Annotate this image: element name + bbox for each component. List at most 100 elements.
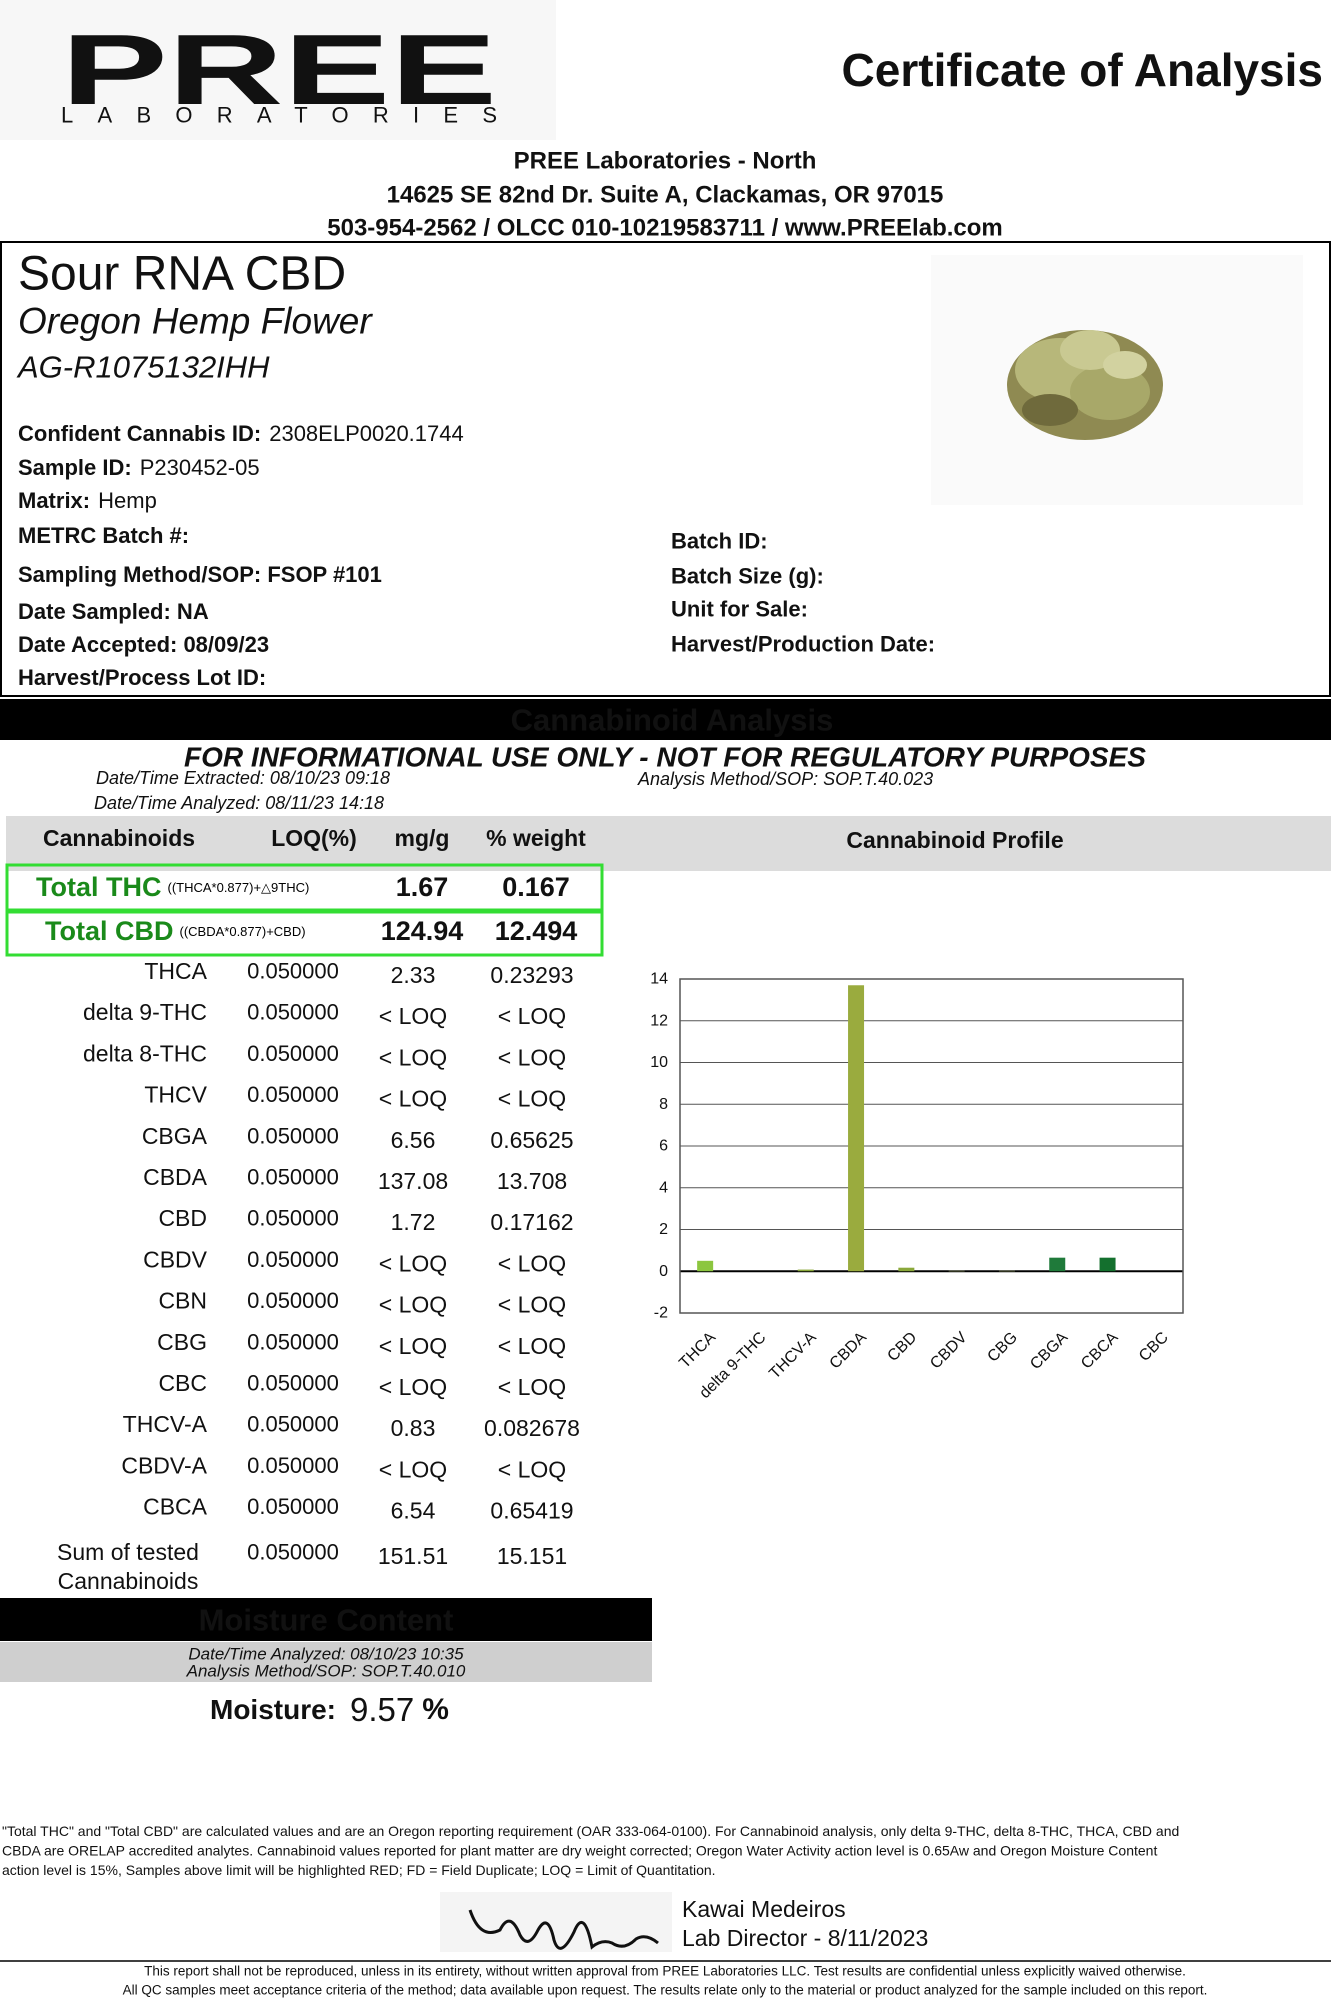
- analyte-mg: 137.08: [378, 1168, 448, 1194]
- sum-mg: 151.51: [378, 1543, 448, 1569]
- note-line: "Total THC" and "Total CBD" are calculat…: [2, 1823, 1179, 1839]
- field-label: Date Sampled: NA: [18, 599, 209, 624]
- doc-title: Certificate of Analysis: [842, 44, 1323, 96]
- total-thc-box: [5, 863, 604, 912]
- signer-role: Lab Director - 8/11/2023: [682, 1925, 928, 1951]
- total-name: Total THC: [36, 872, 161, 902]
- lab-address: 14625 SE 82nd Dr. Suite A, Clackamas, OR…: [387, 182, 944, 209]
- sample-field: Sample ID: P230452-05: [18, 455, 260, 480]
- analyte-weight: < LOQ: [498, 1003, 566, 1029]
- analyte-mg: < LOQ: [379, 1003, 447, 1029]
- analyte-loq: 0.050000: [247, 1123, 339, 1148]
- analysis-title: Cannabinoid Analysis: [511, 703, 834, 738]
- total-mg: 1.67: [396, 872, 449, 902]
- total-weight: 0.167: [502, 872, 570, 902]
- field-label: Date Accepted: 08/09/23: [18, 632, 269, 657]
- field-label: Sampling Method/SOP: FSOP #101: [18, 562, 382, 587]
- moisture-result: Moisture: 9.57%: [210, 1691, 449, 1728]
- analyte-mg: 2.33: [391, 962, 436, 988]
- column-header: % weight: [486, 825, 586, 851]
- analyte-weight: 0.65419: [490, 1498, 573, 1524]
- column-header: Cannabinoids: [43, 825, 195, 851]
- analyte-loq: 0.050000: [247, 1165, 339, 1190]
- sum-weight: 15.151: [497, 1543, 567, 1569]
- analyte-mg: < LOQ: [379, 1250, 447, 1276]
- analyte-loq: 0.050000: [247, 1329, 339, 1354]
- signature: [468, 1909, 659, 1950]
- sample-field: METRC Batch #:: [18, 523, 189, 548]
- analyte-name: CBN: [158, 1288, 207, 1314]
- analyte-loq: 0.050000: [247, 1206, 339, 1231]
- sum-loq: 0.050000: [247, 1540, 339, 1565]
- analyte-loq: 0.050000: [247, 1412, 339, 1437]
- analyte-name: CBD: [158, 1205, 207, 1231]
- total-name: Total CBD: [45, 916, 174, 946]
- analyte-weight: 0.082678: [484, 1415, 580, 1441]
- total-cbd-box: [5, 910, 604, 957]
- batch-field: Harvest/Production Date:: [671, 632, 935, 657]
- analyte-mg: < LOQ: [379, 1086, 447, 1112]
- analyte-loq: 0.050000: [247, 1082, 339, 1107]
- moisture-info-bg: [0, 1642, 652, 1682]
- sample-code: AG-R1075132IHH: [16, 350, 270, 385]
- analyte-name: CBG: [157, 1329, 207, 1355]
- analyte-weight: 13.708: [497, 1168, 567, 1194]
- footer-line: This report shall not be reproduced, unl…: [144, 1964, 1186, 1979]
- total-mg: 124.94: [381, 916, 464, 946]
- total-row: Total THC ((THCA*0.877)+△9THC): [36, 872, 309, 902]
- bar: [898, 1267, 915, 1272]
- y-tick-label: 4: [659, 1179, 668, 1196]
- y-tick-label: 14: [650, 971, 668, 988]
- moisture-value: 9.57: [350, 1691, 414, 1728]
- column-header: mg/g: [395, 825, 450, 851]
- analyte-loq: 0.050000: [247, 1494, 339, 1519]
- analyte-weight: 0.17162: [490, 1209, 573, 1235]
- sample-product: Oregon Hemp Flower: [18, 301, 373, 342]
- y-tick-label: -2: [654, 1305, 668, 1322]
- y-tick-label: 10: [650, 1054, 668, 1071]
- date-analyzed: Date/Time Analyzed: 08/11/23 14:18: [94, 793, 384, 813]
- sample-field: Date Accepted: 08/09/23: [18, 632, 269, 657]
- analyte-loq: 0.050000: [247, 959, 339, 984]
- analyte-name: CBDA: [143, 1164, 208, 1190]
- batch-field: Unit for Sale:: [671, 597, 808, 622]
- plot-frame: [679, 978, 1184, 1314]
- analyte-mg: 0.83: [391, 1415, 436, 1441]
- field-label: Confident Cannabis ID:: [18, 421, 261, 446]
- field-value: P230452-05: [140, 455, 260, 480]
- y-tick-label: 6: [659, 1138, 668, 1155]
- analyte-mg: < LOQ: [379, 1333, 447, 1359]
- bar: [1049, 1257, 1066, 1272]
- total-row: Total CBD ((CBDA*0.877)+CBD): [45, 916, 306, 946]
- sample-field: Date Sampled: NA: [18, 599, 209, 624]
- analysis-bar: [0, 699, 1331, 740]
- analyte-weight: < LOQ: [498, 1086, 566, 1112]
- date-extracted: Date/Time Extracted: 08/10/23 09:18: [96, 768, 390, 788]
- y-tick-label: 12: [650, 1012, 668, 1029]
- table-header-bg: [6, 816, 1331, 871]
- total-formula: ((THCA*0.877)+△9THC): [167, 880, 309, 895]
- analyte-name: CBDV-A: [121, 1452, 207, 1478]
- y-tick-label: 2: [659, 1221, 668, 1238]
- note-line: action level is 15%, Samples above limit…: [2, 1862, 716, 1878]
- analyte-name: THCV: [144, 1082, 207, 1108]
- analyte-weight: 0.23293: [490, 962, 573, 988]
- analyte-name: CBGA: [142, 1123, 208, 1149]
- field-label: Harvest/Process Lot ID:: [18, 665, 266, 690]
- sample-name: Sour RNA CBD: [18, 248, 346, 301]
- column-header: LOQ(%): [271, 825, 357, 851]
- analyte-name: THCV-A: [123, 1411, 208, 1437]
- analysis-method: Analysis Method/SOP: SOP.T.40.023: [637, 769, 933, 789]
- field-label: Matrix:: [18, 488, 90, 513]
- batch-field: Batch Size (g):: [671, 564, 824, 589]
- analyte-mg: 1.72: [391, 1209, 436, 1235]
- analyte-weight: < LOQ: [498, 1250, 566, 1276]
- chart-title: Cannabinoid Profile: [846, 827, 1063, 853]
- moisture-bar: [0, 1598, 652, 1641]
- analyte-weight: < LOQ: [498, 1044, 566, 1070]
- analyte-mg: < LOQ: [379, 1456, 447, 1482]
- analyte-mg: < LOQ: [379, 1044, 447, 1070]
- analyte-weight: 0.65625: [490, 1127, 573, 1153]
- analyte-name: CBDV: [143, 1246, 208, 1272]
